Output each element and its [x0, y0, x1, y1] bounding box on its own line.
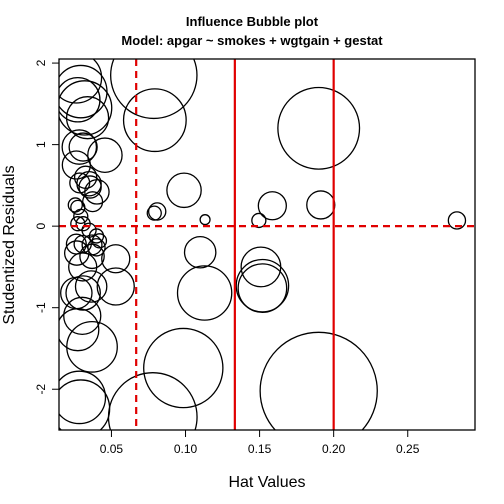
bubble-point [68, 252, 98, 282]
bubble-point [306, 190, 336, 220]
bubble-point [101, 244, 131, 274]
y-tick-label: 1 [34, 141, 48, 148]
chart-subtitle: Model: apgar ~ smokes + wgtgain + gestat [121, 33, 383, 48]
bubble-point [259, 331, 378, 430]
y-tick-label: 0 [34, 222, 48, 229]
bubble-point [59, 76, 101, 123]
plot-frame [58, 58, 476, 431]
bubble-point [87, 137, 123, 174]
bubble-point [74, 270, 108, 303]
bubble-point [61, 129, 98, 165]
bubble-point [64, 240, 90, 266]
bubble-point [122, 88, 187, 153]
bubble-point [63, 296, 102, 336]
y-tick-label: 2 [34, 59, 48, 66]
bubble-point [183, 235, 217, 269]
bubble-point [73, 208, 89, 225]
bubble-point [176, 265, 233, 321]
y-tick-label: -1 [34, 302, 48, 313]
bubble-point [146, 205, 162, 221]
bubble-point [199, 214, 211, 226]
bubble-point [59, 308, 100, 352]
bubble-point [59, 80, 113, 136]
y-axis: -2 -1 0 1 2 [34, 59, 60, 395]
x-tick-label: 0.10 [174, 442, 198, 456]
bubble-point [277, 86, 361, 170]
bubble-point [70, 199, 86, 216]
chart-title: Influence Bubble plot [186, 14, 319, 29]
bubble-point [78, 175, 102, 199]
bubble-point [59, 59, 103, 104]
bubble-point [110, 59, 198, 120]
x-axis: 0.05 0.10 0.15 0.20 0.25 [100, 429, 420, 456]
bubble-point [84, 179, 110, 205]
bubble-point [65, 96, 110, 140]
y-tick-label: -2 [34, 384, 48, 395]
bubble-point [166, 172, 202, 209]
x-tick-label: 0.15 [248, 442, 272, 456]
bubble-point [107, 372, 198, 430]
bubble-point [237, 263, 288, 314]
reference-lines [59, 59, 475, 430]
x-tick-label: 0.25 [396, 442, 420, 456]
bubble-point [59, 370, 107, 425]
bubble-point [61, 150, 91, 180]
x-tick-label: 0.20 [322, 442, 346, 456]
bubble-point [69, 172, 91, 194]
bubble-layer [59, 59, 467, 430]
bubble-point [70, 216, 86, 232]
bubble-point [257, 191, 287, 221]
bubble-point [143, 327, 224, 409]
bubble-point [65, 275, 101, 311]
bubble-point [59, 379, 111, 430]
bubble-point [251, 212, 267, 229]
bubble-point [91, 233, 108, 249]
bubble-point [68, 132, 98, 162]
y-axis-label: Studentized Residuals [1, 165, 18, 324]
bubble-point [96, 267, 135, 306]
bubble-point [147, 202, 167, 221]
bubble-point [447, 211, 467, 230]
bubble-point [66, 320, 118, 373]
x-tick-label: 0.05 [100, 442, 124, 456]
bubble-point [79, 243, 105, 270]
x-axis-label: Hat Values [228, 474, 305, 491]
